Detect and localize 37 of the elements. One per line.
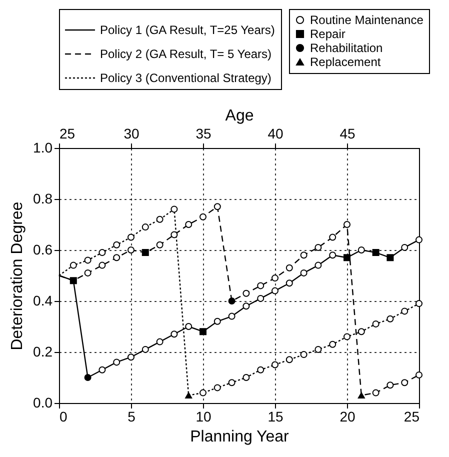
point <box>200 328 206 336</box>
y-tick-label: 0.8 <box>33 190 53 206</box>
x-tick-label: 25 <box>404 408 420 424</box>
x-tick-label: 10 <box>196 408 212 424</box>
point <box>228 298 236 304</box>
x2-tick-label: 30 <box>124 126 140 142</box>
x2-tick-label: 40 <box>268 126 284 142</box>
point <box>372 249 380 256</box>
legend-label: Rehabilitation <box>310 41 383 55</box>
y-tick-label: 1.0 <box>33 140 53 156</box>
legend-label: Repair <box>310 27 346 41</box>
legend-label: Policy 3 (Conventional Strategy) <box>100 71 272 85</box>
point <box>344 254 350 262</box>
point <box>84 374 92 381</box>
x2-axis-title: Age <box>225 108 254 124</box>
point <box>142 249 149 256</box>
y-tick-label: 0.0 <box>33 394 53 410</box>
x-axis-title: Planning Year <box>190 428 290 446</box>
x-tick-label: 5 <box>128 408 136 424</box>
x2-tick-label: 25 <box>60 126 76 142</box>
legend-label: Policy 1 (GA Result, T=25 Years) <box>100 23 275 37</box>
legend-label: Policy 2 (GA Result, T= 5 Years) <box>100 47 272 61</box>
x-tick-label: 0 <box>60 408 68 424</box>
y-axis-title: Deterioration Degree <box>9 202 26 350</box>
x-tick-label: 15 <box>268 408 284 424</box>
legend-label: Routine Maintenance <box>310 13 424 27</box>
x-tick-label: 20 <box>340 408 356 424</box>
point <box>70 277 77 284</box>
y-tick-label: 0.4 <box>33 292 53 308</box>
y-tick-label: 0.2 <box>33 344 53 360</box>
x2-tick-label: 45 <box>340 126 356 142</box>
point <box>185 392 192 398</box>
legend-label: Replacement <box>310 55 382 69</box>
point <box>358 392 365 398</box>
x2-tick-label: 35 <box>196 126 212 142</box>
point <box>386 254 394 262</box>
y-tick-label: 0.6 <box>33 242 53 258</box>
